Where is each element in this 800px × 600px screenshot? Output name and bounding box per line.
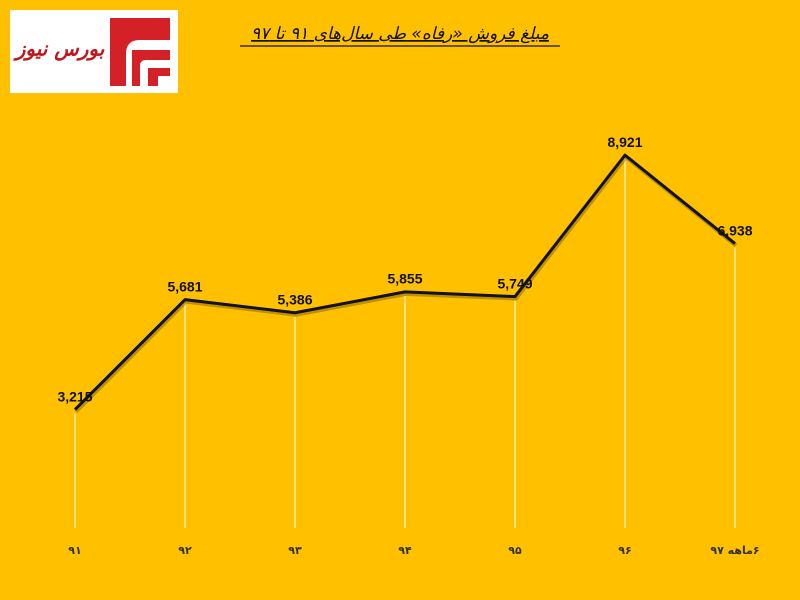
x-tick-label: ۹۳ <box>288 544 302 557</box>
line <box>73 153 736 411</box>
x-tick-label: ۹۲ <box>178 544 192 557</box>
x-tick-label: ۹۵ <box>508 544 522 557</box>
x-tick-label: ۹۱ <box>68 544 81 557</box>
logo: بورس نیوز <box>10 10 178 93</box>
value-label: 3,215 <box>57 388 92 404</box>
x-tick-label: ۹۴ <box>398 544 412 557</box>
logo-shape <box>132 50 170 86</box>
chart-title: مبلغ فروش «رفاه» طی سال‌های ۹۱ تا ۹۷ <box>251 24 549 44</box>
value-label: 5,749 <box>497 275 532 291</box>
value-label: 6,938 <box>717 222 752 238</box>
value-label: 8,921 <box>607 134 642 150</box>
logo-shape <box>148 68 170 86</box>
x-tick-label: ۹۶ <box>618 544 631 557</box>
logo-shape <box>110 18 170 86</box>
value-label: 5,386 <box>277 291 312 307</box>
value-label: 5,681 <box>167 278 202 294</box>
value-label: 5,855 <box>387 271 422 287</box>
logo-text: بورس نیوز <box>13 37 105 62</box>
x-tick-label: ۶ماهه ۹۷ <box>710 544 759 557</box>
